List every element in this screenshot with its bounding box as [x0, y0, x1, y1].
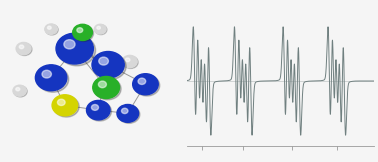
Circle shape — [97, 26, 101, 29]
Circle shape — [125, 58, 130, 62]
Circle shape — [98, 81, 107, 88]
Circle shape — [64, 40, 75, 49]
Circle shape — [92, 52, 124, 78]
Circle shape — [99, 57, 108, 65]
Circle shape — [121, 108, 128, 114]
Circle shape — [134, 75, 160, 96]
Circle shape — [77, 28, 83, 33]
Circle shape — [54, 96, 79, 117]
Circle shape — [88, 102, 112, 121]
Circle shape — [74, 25, 94, 41]
Circle shape — [57, 99, 65, 105]
Circle shape — [46, 25, 58, 35]
Circle shape — [118, 106, 140, 123]
Circle shape — [94, 78, 121, 100]
Circle shape — [123, 56, 138, 69]
Circle shape — [117, 104, 139, 122]
Circle shape — [13, 85, 26, 96]
Circle shape — [91, 104, 99, 110]
Circle shape — [56, 33, 93, 64]
Circle shape — [19, 45, 24, 49]
Circle shape — [94, 24, 106, 34]
Circle shape — [16, 42, 31, 55]
Circle shape — [48, 26, 51, 29]
Circle shape — [58, 35, 96, 66]
Circle shape — [17, 43, 32, 56]
Circle shape — [37, 66, 69, 92]
Circle shape — [138, 78, 146, 84]
Circle shape — [14, 86, 27, 97]
Circle shape — [133, 74, 158, 95]
Circle shape — [94, 53, 126, 80]
Circle shape — [73, 24, 92, 40]
Circle shape — [87, 100, 110, 120]
Circle shape — [122, 55, 137, 68]
Circle shape — [95, 25, 107, 35]
Circle shape — [93, 76, 119, 98]
Circle shape — [36, 65, 67, 91]
Circle shape — [45, 24, 57, 34]
Circle shape — [16, 87, 20, 91]
Circle shape — [42, 70, 51, 78]
Circle shape — [52, 95, 77, 116]
